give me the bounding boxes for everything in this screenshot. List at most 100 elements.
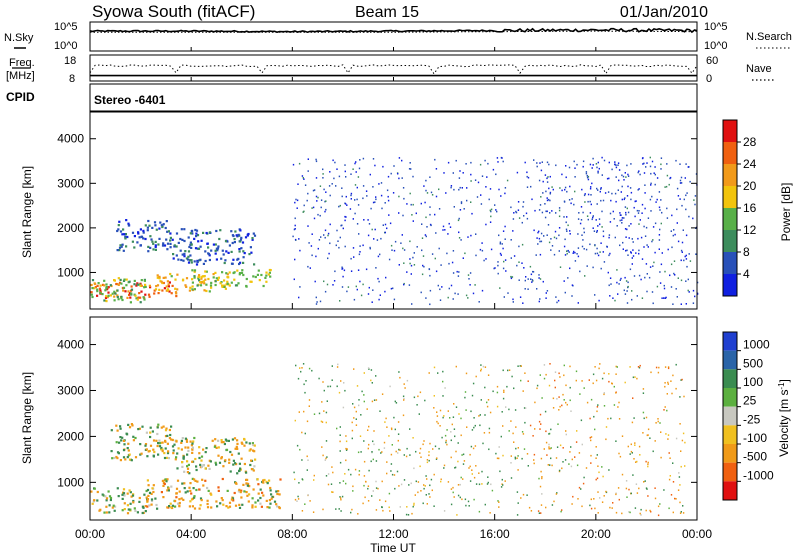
power-point — [234, 230, 237, 233]
power-point — [306, 199, 308, 202]
power-point — [544, 216, 547, 219]
velocity-point — [144, 444, 147, 447]
power-point — [379, 294, 381, 296]
power-point — [692, 302, 695, 304]
velocity-point — [128, 426, 132, 429]
velocity-point — [444, 387, 446, 389]
velocity-point — [167, 487, 170, 490]
velocity-point — [191, 442, 194, 445]
velocity-colorbar-tick-label: -100 — [743, 431, 767, 445]
power-point — [527, 278, 529, 280]
power-point — [677, 195, 680, 197]
power-point — [292, 235, 294, 238]
power-point — [564, 238, 566, 241]
velocity-point — [390, 453, 393, 456]
power-point — [165, 220, 168, 223]
velocity-point — [557, 423, 559, 425]
velocity-point — [345, 459, 347, 462]
power-point — [157, 243, 160, 246]
power-point — [136, 298, 139, 301]
velocity-point — [605, 438, 607, 441]
velocity-point — [236, 447, 239, 450]
power-point — [457, 275, 460, 277]
velocity-point — [308, 405, 310, 407]
power-point — [117, 277, 120, 280]
velocity-point — [403, 454, 405, 456]
velocity-point — [492, 390, 494, 393]
power-point — [475, 233, 477, 235]
velocity-point — [306, 420, 309, 423]
power-point — [686, 192, 688, 194]
velocity-point — [198, 507, 201, 510]
velocity-point — [513, 387, 515, 390]
power-point — [550, 249, 552, 251]
velocity-point — [437, 422, 439, 425]
power-point — [412, 256, 414, 259]
velocity-point — [167, 489, 170, 492]
power-point — [162, 276, 165, 279]
power-point — [403, 283, 405, 286]
power-point — [537, 243, 539, 245]
power-point — [590, 194, 592, 196]
velocity-point — [193, 478, 196, 481]
velocity-point — [562, 393, 564, 396]
power-point — [160, 224, 163, 227]
velocity-point — [145, 496, 148, 499]
power-point — [322, 173, 324, 175]
power-point — [303, 204, 305, 207]
power-point — [675, 159, 677, 162]
x-tick-label: 00:00 — [682, 527, 712, 541]
power-point — [593, 230, 596, 232]
velocity-point — [266, 482, 269, 485]
power-point — [241, 269, 244, 272]
power-point — [523, 267, 525, 269]
velocity-point — [449, 417, 451, 419]
velocity-colorbar-tick-label: -25 — [743, 412, 761, 426]
power-point — [223, 279, 226, 282]
power-point — [555, 296, 557, 298]
velocity-point — [413, 504, 415, 506]
velocity-point — [419, 391, 422, 394]
power-point — [366, 195, 368, 197]
power-point — [215, 277, 218, 280]
power-point — [539, 204, 542, 206]
velocity-point — [166, 489, 169, 492]
power-point — [600, 187, 602, 189]
power-point — [577, 302, 579, 304]
velocity-point — [128, 458, 132, 461]
velocity-point — [133, 507, 136, 510]
power-point — [323, 280, 325, 283]
power-point — [345, 176, 347, 178]
power-point — [154, 288, 158, 291]
power-point — [316, 301, 318, 303]
power-point — [298, 296, 300, 299]
velocity-point — [674, 497, 676, 500]
velocity-point — [184, 446, 187, 449]
power-point — [387, 199, 390, 202]
power-point — [627, 281, 629, 284]
power-point — [327, 234, 329, 237]
power-point — [120, 297, 123, 300]
power-point — [494, 204, 496, 206]
power-point — [99, 289, 102, 292]
velocity-point — [121, 493, 124, 496]
power-point — [200, 276, 203, 279]
velocity-point — [608, 380, 610, 383]
power-point — [191, 232, 194, 235]
power-point — [190, 259, 193, 262]
power-point — [571, 284, 574, 286]
velocity-colorbar-swatch — [723, 462, 737, 482]
velocity-point — [237, 490, 240, 493]
power-point — [193, 237, 196, 240]
power-point — [474, 284, 476, 286]
power-point — [510, 275, 512, 278]
velocity-point — [580, 419, 583, 422]
power-point — [559, 266, 562, 268]
power-point — [448, 262, 450, 265]
velocity-point — [425, 475, 427, 477]
power-point — [599, 223, 601, 226]
power-point — [221, 249, 224, 252]
